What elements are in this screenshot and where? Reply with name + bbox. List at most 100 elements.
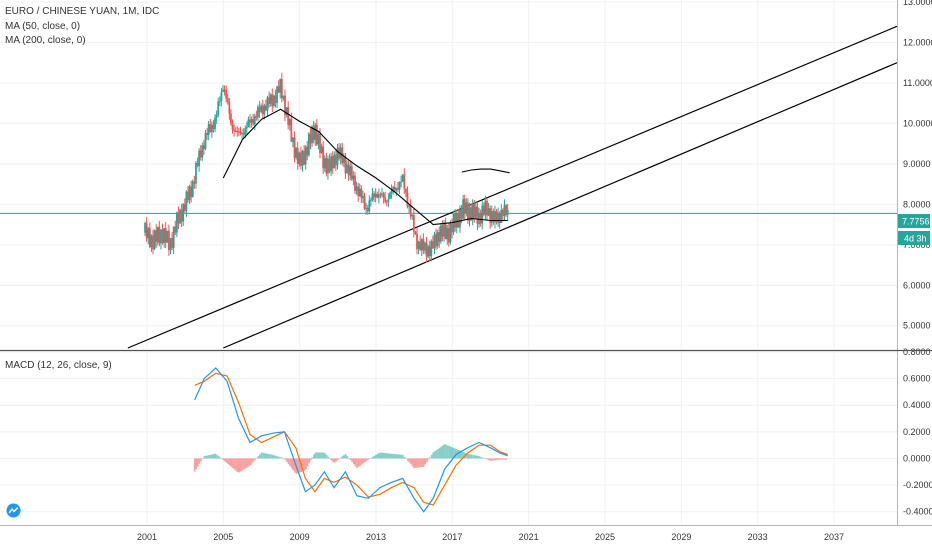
candle-body (355, 186, 358, 191)
macd-histogram-bar (419, 458, 422, 468)
macd-histogram (193, 444, 508, 474)
macd-histogram-bar (354, 458, 357, 467)
candle-body (228, 102, 231, 114)
candle-body (416, 234, 418, 250)
candle-body (293, 137, 296, 158)
macd-histogram-bar (271, 454, 274, 459)
macd-histogram-bar (201, 458, 204, 459)
tradingview-logo-icon[interactable] (6, 503, 21, 518)
macd-histogram-bar (491, 458, 493, 461)
candle-body (191, 181, 194, 197)
candle-body (397, 188, 399, 190)
macd-lines (194, 367, 508, 513)
candle-body (476, 206, 479, 225)
macd-histogram-bar (392, 453, 395, 459)
candle-body (312, 126, 315, 141)
candle-body (271, 94, 274, 107)
candle-body (320, 146, 323, 154)
candle-body (392, 186, 395, 191)
candle-body (161, 229, 164, 243)
macd-histogram-bar (233, 458, 236, 470)
candle-body (268, 97, 270, 104)
macd-legend[interactable]: MACD (12, 26, close, 9) (5, 360, 112, 371)
macd-histogram-bar (255, 457, 258, 459)
candle-body (441, 225, 444, 237)
candle-body (322, 146, 325, 169)
trendline[interactable] (127, 25, 898, 349)
macd-histogram-bar (375, 454, 377, 459)
candle-body (470, 207, 472, 221)
macd-histogram-bar (434, 451, 436, 459)
macd-histogram-bar (446, 445, 449, 459)
candle-body (417, 241, 420, 250)
macd-histogram-bar (496, 458, 498, 461)
macd-y-tick-label: 0.4000 (903, 400, 931, 410)
candle-body (400, 181, 403, 183)
x-tick-label: 2009 (290, 532, 310, 542)
macd-histogram-bar (257, 456, 260, 459)
macd-histogram-bar (294, 458, 296, 473)
macd-histogram-bar (292, 458, 295, 471)
candle-body (168, 230, 170, 251)
macd-histogram-bar (208, 455, 210, 459)
macd-histogram-bar (483, 458, 485, 459)
macd-histogram-bar (327, 456, 330, 459)
macd-histogram-bar (462, 451, 465, 459)
macd-histogram-bar (341, 456, 344, 459)
candle-body (241, 133, 243, 135)
macd-histogram-bar (330, 458, 333, 461)
macd-histogram-bar (195, 458, 198, 470)
candle-body (193, 181, 196, 184)
macd-histogram-bar (370, 457, 373, 459)
candle-body (354, 175, 356, 191)
trendline[interactable] (223, 62, 898, 349)
macd-histogram-bar (379, 452, 382, 459)
macd-histogram-bar (473, 455, 476, 459)
macd-histogram-bar (317, 452, 320, 459)
macd-histogram-bar (395, 454, 398, 459)
macd-histogram-bar (435, 450, 438, 459)
candle-body (454, 214, 457, 228)
macd-histogram-bar (352, 458, 355, 465)
macd-histogram-bar (302, 458, 304, 472)
macd-histogram-bar (406, 458, 409, 461)
candle-body (384, 197, 387, 202)
candle-body (311, 126, 313, 144)
macd-histogram-bar (505, 458, 508, 460)
countdown-tag (898, 231, 930, 245)
y-tick-label: 9.0000 (903, 159, 931, 169)
candle-body (282, 95, 285, 99)
symbol-title[interactable]: EURO / CHINESE YUAN, 1M, IDC (5, 6, 160, 17)
candle-body (404, 188, 407, 193)
candle-body (309, 133, 312, 144)
candle-body (288, 118, 291, 126)
macd-histogram-bar (232, 458, 234, 469)
candle-body (183, 204, 186, 211)
candle-body (368, 200, 371, 212)
trendlines[interactable] (127, 25, 898, 349)
macd-histogram-bar (259, 454, 261, 459)
candle-body (295, 147, 298, 158)
candle-body (482, 205, 485, 215)
macd-histogram-bar (273, 455, 275, 459)
ma50-legend[interactable]: MA (50, close, 0) (5, 21, 81, 32)
candle-body (217, 101, 220, 116)
candle-body (420, 239, 423, 250)
candle-body (425, 242, 428, 257)
y-tick-label: 13.0000 (903, 0, 932, 7)
macd-histogram-bar (499, 458, 501, 460)
candle-body (500, 209, 503, 224)
candle-body (174, 226, 177, 233)
candle-body (260, 105, 263, 112)
candle-body (187, 191, 189, 201)
candle-body (379, 194, 382, 196)
ma200-legend[interactable]: MA (200, close, 0) (5, 35, 86, 46)
candle-body (225, 89, 228, 99)
candle-body (222, 89, 224, 92)
macd-histogram-bar (321, 452, 323, 459)
candle-body (231, 123, 234, 130)
candle-body (247, 119, 250, 127)
candle-body (266, 97, 269, 111)
candle-body (261, 105, 264, 115)
